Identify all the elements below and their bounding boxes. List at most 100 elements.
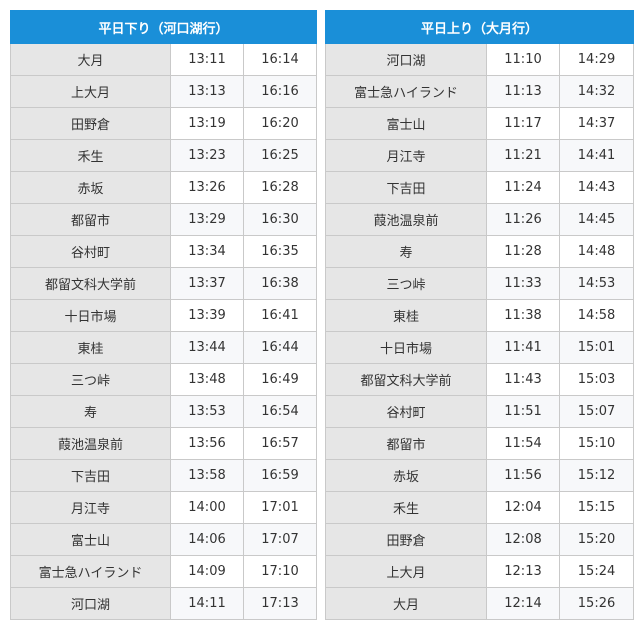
station-name-cell: 東桂 — [325, 299, 487, 332]
station-name-cell: 都留市 — [325, 427, 487, 460]
table-row: 富士急ハイランド 14:09 17:10 — [10, 555, 317, 588]
departure-time-cell: 17:07 — [243, 523, 317, 556]
station-name-cell: 上大月 — [10, 75, 171, 108]
station-name-cell: 富士急ハイランド — [325, 75, 487, 108]
timetable-weekday-up: 平日上り（大月行） 河口湖 11:10 14:29 富士急ハイランド 11:13 14:3… — [324, 10, 635, 620]
table-header-row: 平日下り（河口湖行） — [10, 10, 317, 44]
departure-time-cell: 13:34 — [170, 235, 244, 268]
departure-time-cell: 13:26 — [170, 171, 244, 204]
departure-time-cell: 14:41 — [558, 139, 635, 172]
station-name-cell: 富士山 — [10, 523, 171, 556]
departure-time-cell: 17:10 — [243, 555, 317, 588]
departure-time-cell: 14:11 — [170, 587, 244, 620]
departure-time-cell: 15:12 — [558, 459, 635, 492]
station-name-cell: 都留市 — [10, 203, 171, 236]
departure-time-cell: 13:44 — [170, 331, 244, 364]
departure-time-cell: 14:32 — [558, 75, 635, 108]
departure-time-cell: 11:33 — [486, 267, 560, 300]
table-row: 田野倉 13:19 16:20 — [10, 107, 317, 140]
timetable-weekday-down: 平日下り（河口湖行） 大月 13:11 16:14 上大月 13:13 16:16 田野倉 1… — [10, 10, 317, 620]
departure-time-cell: 11:10 — [486, 43, 560, 76]
departure-time-cell: 11:13 — [486, 75, 560, 108]
table-row: 上大月 12:13 15:24 — [325, 555, 635, 588]
departure-time-cell: 13:11 — [170, 43, 244, 76]
departure-time-cell: 16:57 — [243, 427, 317, 460]
table-row: 都留文科大学前 11:43 15:03 — [325, 363, 635, 396]
station-name-cell: 都留文科大学前 — [10, 267, 171, 300]
departure-time-cell: 16:41 — [243, 299, 317, 332]
departure-time-cell: 16:59 — [243, 459, 317, 492]
table-row: 十日市場 11:41 15:01 — [325, 331, 635, 364]
table-row: 十日市場 13:39 16:41 — [10, 299, 317, 332]
table-row: 谷村町 13:34 16:35 — [10, 235, 317, 268]
departure-time-cell: 17:13 — [243, 587, 317, 620]
station-name-cell: 月江寺 — [10, 491, 171, 524]
departure-time-cell: 16:25 — [243, 139, 317, 172]
departure-time-cell: 15:26 — [558, 587, 635, 620]
table-row: 谷村町 11:51 15:07 — [325, 395, 635, 428]
station-name-cell: 田野倉 — [10, 107, 171, 140]
station-name-cell: 禾生 — [10, 139, 171, 172]
table-row: 月江寺 11:21 14:41 — [325, 139, 635, 172]
departure-time-cell: 15:01 — [558, 331, 635, 364]
departure-time-cell: 11:24 — [486, 171, 560, 204]
table-row: 河口湖 14:11 17:13 — [10, 587, 317, 620]
departure-time-cell: 16:44 — [243, 331, 317, 364]
departure-time-cell: 17:01 — [243, 491, 317, 524]
departure-time-cell: 11:17 — [486, 107, 560, 140]
table-row: 寿 11:28 14:48 — [325, 235, 635, 268]
table-row: 田野倉 12:08 15:20 — [325, 523, 635, 556]
departure-time-cell: 11:54 — [486, 427, 560, 460]
station-name-cell: 寿 — [325, 235, 487, 268]
departure-time-cell: 13:13 — [170, 75, 244, 108]
departure-time-cell: 16:28 — [243, 171, 317, 204]
departure-time-cell: 11:41 — [486, 331, 560, 364]
station-name-cell: 葭池温泉前 — [325, 203, 487, 236]
departure-time-cell: 12:13 — [486, 555, 560, 588]
departure-time-cell: 11:21 — [486, 139, 560, 172]
departure-time-cell: 14:29 — [558, 43, 635, 76]
departure-time-cell: 11:43 — [486, 363, 560, 396]
departure-time-cell: 15:24 — [558, 555, 635, 588]
departure-time-cell: 15:15 — [558, 491, 635, 524]
table-row: 三つ峠 11:33 14:53 — [325, 267, 635, 300]
departure-time-cell: 13:23 — [170, 139, 244, 172]
departure-time-cell: 12:14 — [486, 587, 560, 620]
station-name-cell: 赤坂 — [10, 171, 171, 204]
station-name-cell: 田野倉 — [325, 523, 487, 556]
station-name-cell: 大月 — [325, 587, 487, 620]
departure-time-cell: 16:16 — [243, 75, 317, 108]
departure-time-cell: 14:00 — [170, 491, 244, 524]
station-name-cell: 上大月 — [325, 555, 487, 588]
table-row: 都留市 13:29 16:30 — [10, 203, 317, 236]
table-row: 禾生 13:23 16:25 — [10, 139, 317, 172]
station-name-cell: 河口湖 — [10, 587, 171, 620]
table-row: 禾生 12:04 15:15 — [325, 491, 635, 524]
departure-time-cell: 14:53 — [558, 267, 635, 300]
departure-time-cell: 14:45 — [558, 203, 635, 236]
departure-time-cell: 12:04 — [486, 491, 560, 524]
departure-time-cell: 15:03 — [558, 363, 635, 396]
station-name-cell: 下吉田 — [325, 171, 487, 204]
departure-time-cell: 13:58 — [170, 459, 244, 492]
departure-time-cell: 16:49 — [243, 363, 317, 396]
departure-time-cell: 14:58 — [558, 299, 635, 332]
timetable-title: 平日下り（河口湖行） — [10, 10, 317, 44]
table-row: 都留文科大学前 13:37 16:38 — [10, 267, 317, 300]
station-name-cell: 三つ峠 — [325, 267, 487, 300]
table-row: 富士山 14:06 17:07 — [10, 523, 317, 556]
departure-time-cell: 14:09 — [170, 555, 244, 588]
table-row: 上大月 13:13 16:16 — [10, 75, 317, 108]
departure-time-cell: 13:19 — [170, 107, 244, 140]
station-name-cell: 河口湖 — [325, 43, 487, 76]
departure-time-cell: 11:28 — [486, 235, 560, 268]
table-row: 赤坂 13:26 16:28 — [10, 171, 317, 204]
departure-time-cell: 14:37 — [558, 107, 635, 140]
table-row: 下吉田 13:58 16:59 — [10, 459, 317, 492]
station-name-cell: 赤坂 — [325, 459, 487, 492]
table-row: 大月 12:14 15:26 — [325, 587, 635, 620]
departure-time-cell: 11:26 — [486, 203, 560, 236]
table-row: 葭池温泉前 13:56 16:57 — [10, 427, 317, 460]
departure-time-cell: 15:20 — [558, 523, 635, 556]
table-row: 下吉田 11:24 14:43 — [325, 171, 635, 204]
